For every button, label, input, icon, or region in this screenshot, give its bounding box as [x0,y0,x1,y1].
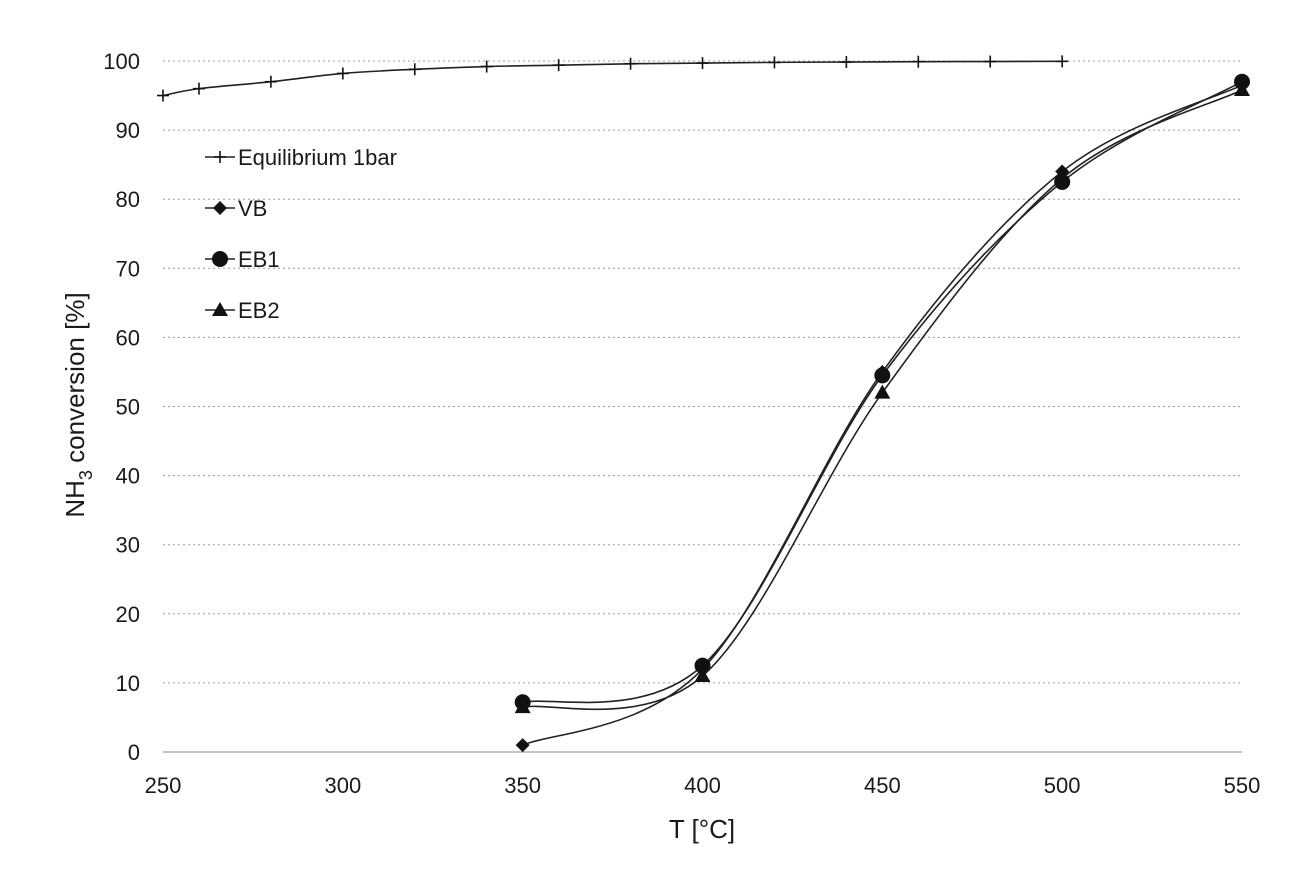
legend-marker-diamond [213,201,227,215]
x-tick-label: 500 [1044,773,1081,798]
y-axis-title: NH3 conversion [%] [60,292,96,517]
legend-label: Equilibrium 1bar [238,145,397,170]
data-point-plus [984,56,996,68]
x-tick-label: 350 [504,773,541,798]
series-1 [516,78,1249,752]
y-axis-title-main: NH [60,480,90,518]
series-line-1 [523,85,1242,745]
y-tick-label: 10 [116,671,140,696]
legend-entry: VB [205,196,267,221]
x-tick-label: 400 [684,773,721,798]
data-point-triangle [874,385,890,399]
legend-entry: Equilibrium 1bar [205,145,397,170]
series-0 [157,55,1068,101]
data-point-plus [193,83,205,95]
y-tick-label: 20 [116,602,140,627]
legend-entry: EB1 [205,247,280,272]
y-tick-label: 80 [116,187,140,212]
data-point-plus [697,57,709,69]
y-tick-label: 70 [116,256,140,281]
legend-label: VB [238,196,267,221]
y-tick-label: 40 [116,464,140,489]
legend-label: EB2 [238,298,280,323]
y-tick-label: 90 [116,118,140,143]
data-point-plus [481,61,493,73]
data-point-plus [157,90,169,102]
data-point-plus [409,63,421,75]
y-tick-label: 30 [116,533,140,558]
data-point-plus [768,56,780,68]
legend-marker-plus [214,151,226,163]
legend-marker-triangle [212,302,228,316]
y-tick-label: 100 [103,49,140,74]
data-point-circle [874,367,890,383]
series-line-3 [523,90,1242,709]
x-tick-label: 300 [324,773,361,798]
y-tick-label: 60 [116,325,140,350]
x-tick-label: 250 [145,773,182,798]
y-axis-title-subscript: 3 [76,470,96,480]
legend-label: EB1 [238,247,280,272]
y-axis-title-rest: conversion [%] [60,292,90,470]
data-point-plus [840,56,852,68]
legend: Equilibrium 1bar VB EB1 EB2 [205,145,397,323]
series-3 [515,82,1250,713]
y-tick-labels: 0 10 20 30 40 50 60 70 80 90 100 [103,49,140,765]
x-tick-label: 450 [864,773,901,798]
x-tick-label: 550 [1224,773,1261,798]
data-point-plus [337,67,349,79]
data-point-plus [625,58,637,70]
y-tick-label: 0 [128,740,140,765]
x-axis-title: T [°C] [669,814,735,844]
x-tick-labels: 250 300 350 400 450 500 550 [145,773,1261,798]
y-tick-label: 50 [116,395,140,420]
legend-marker-circle [212,251,228,267]
legend-entry: EB2 [205,298,280,323]
series-line-0 [163,61,1062,95]
data-point-plus [265,76,277,88]
data-point-plus [1056,55,1068,67]
data-point-diamond [516,738,530,752]
data-point-plus [912,56,924,68]
